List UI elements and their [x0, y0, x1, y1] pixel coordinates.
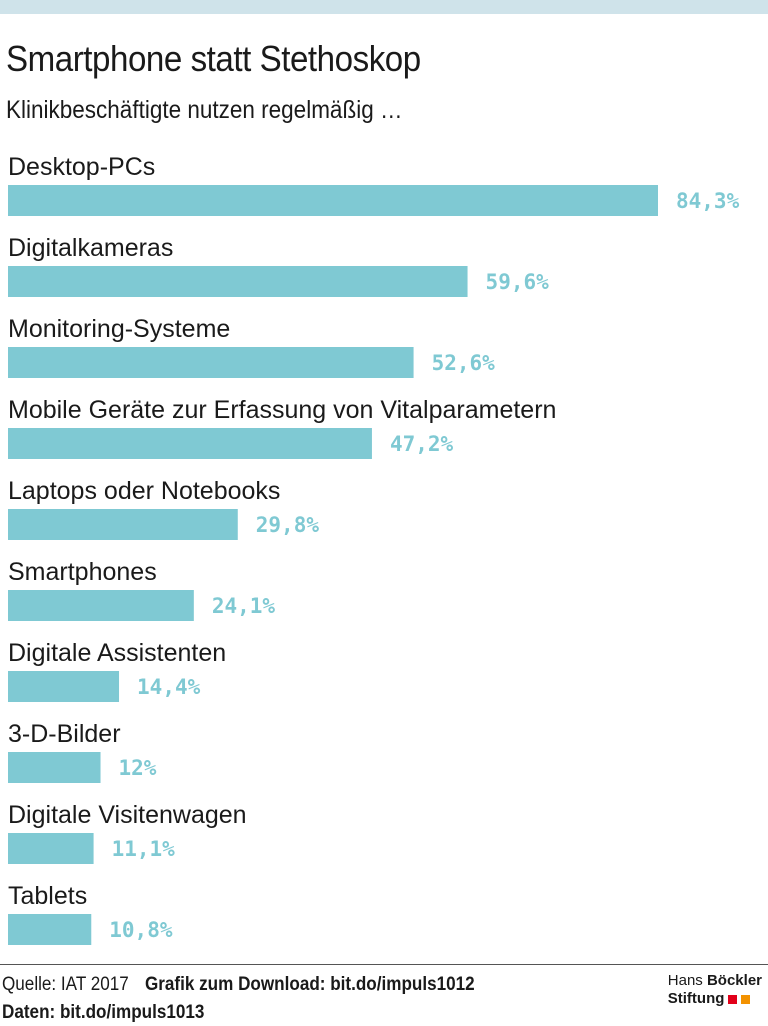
logo-text-hans: Hans	[667, 972, 703, 989]
logo-text-boeckler: Böckler	[706, 972, 762, 989]
download-link[interactable]: Grafik zum Download: bit.do/impuls1012	[144, 974, 475, 995]
value-label: 52,6%	[432, 351, 496, 375]
value-label: 59,6%	[486, 270, 550, 294]
category-label: Digitale Visitenwagen	[8, 801, 247, 829]
category-label: Laptops oder Notebooks	[8, 477, 280, 505]
bar	[8, 671, 120, 702]
logo-square-red	[728, 994, 738, 1004]
value-label: 29,8%	[256, 513, 320, 537]
bar	[8, 266, 468, 297]
chart-title: Smartphone statt Stethoskop	[6, 38, 421, 79]
category-label: Desktop-PCs	[8, 153, 155, 181]
category-label: Digitalkameras	[8, 234, 173, 262]
value-label: 12%	[119, 756, 157, 780]
bar	[8, 428, 372, 459]
top-band	[0, 0, 768, 14]
footer-divider	[0, 964, 768, 965]
bar	[8, 185, 658, 216]
category-label: Smartphones	[8, 558, 157, 586]
category-label: 3-D-Bilder	[8, 720, 121, 748]
value-label: 84,3%	[676, 189, 740, 213]
source-text: Quelle: IAT 2017	[2, 974, 129, 995]
value-label: 11,1%	[112, 837, 176, 861]
bar	[8, 914, 92, 945]
category-label: Mobile Geräte zur Erfassung von Vitalpar…	[8, 396, 556, 424]
logo-square-orange	[741, 994, 751, 1004]
bar	[8, 509, 238, 540]
chart-subtitle: Klinikbeschäftigte nutzen regelmäßig …	[6, 96, 403, 124]
logo-text-stiftung: Stiftung	[667, 990, 725, 1007]
hans-boeckler-logo: Hans Böckler Stiftung	[668, 972, 762, 1008]
value-label: 24,1%	[212, 594, 276, 618]
bar	[8, 590, 194, 621]
value-label: 10,8%	[109, 918, 173, 942]
bar	[8, 752, 101, 783]
bar	[8, 347, 414, 378]
value-label: 47,2%	[390, 432, 454, 456]
category-label: Digitale Assistenten	[8, 639, 226, 667]
bar	[8, 833, 94, 864]
data-link[interactable]: Daten: bit.do/impuls1013	[2, 1002, 205, 1023]
category-label: Tablets	[8, 882, 87, 910]
value-label: 14,4%	[137, 675, 201, 699]
category-label: Monitoring-Systeme	[8, 315, 230, 343]
footer-source-line: Quelle: IAT 2017 Grafik zum Download: bit…	[2, 974, 475, 996]
